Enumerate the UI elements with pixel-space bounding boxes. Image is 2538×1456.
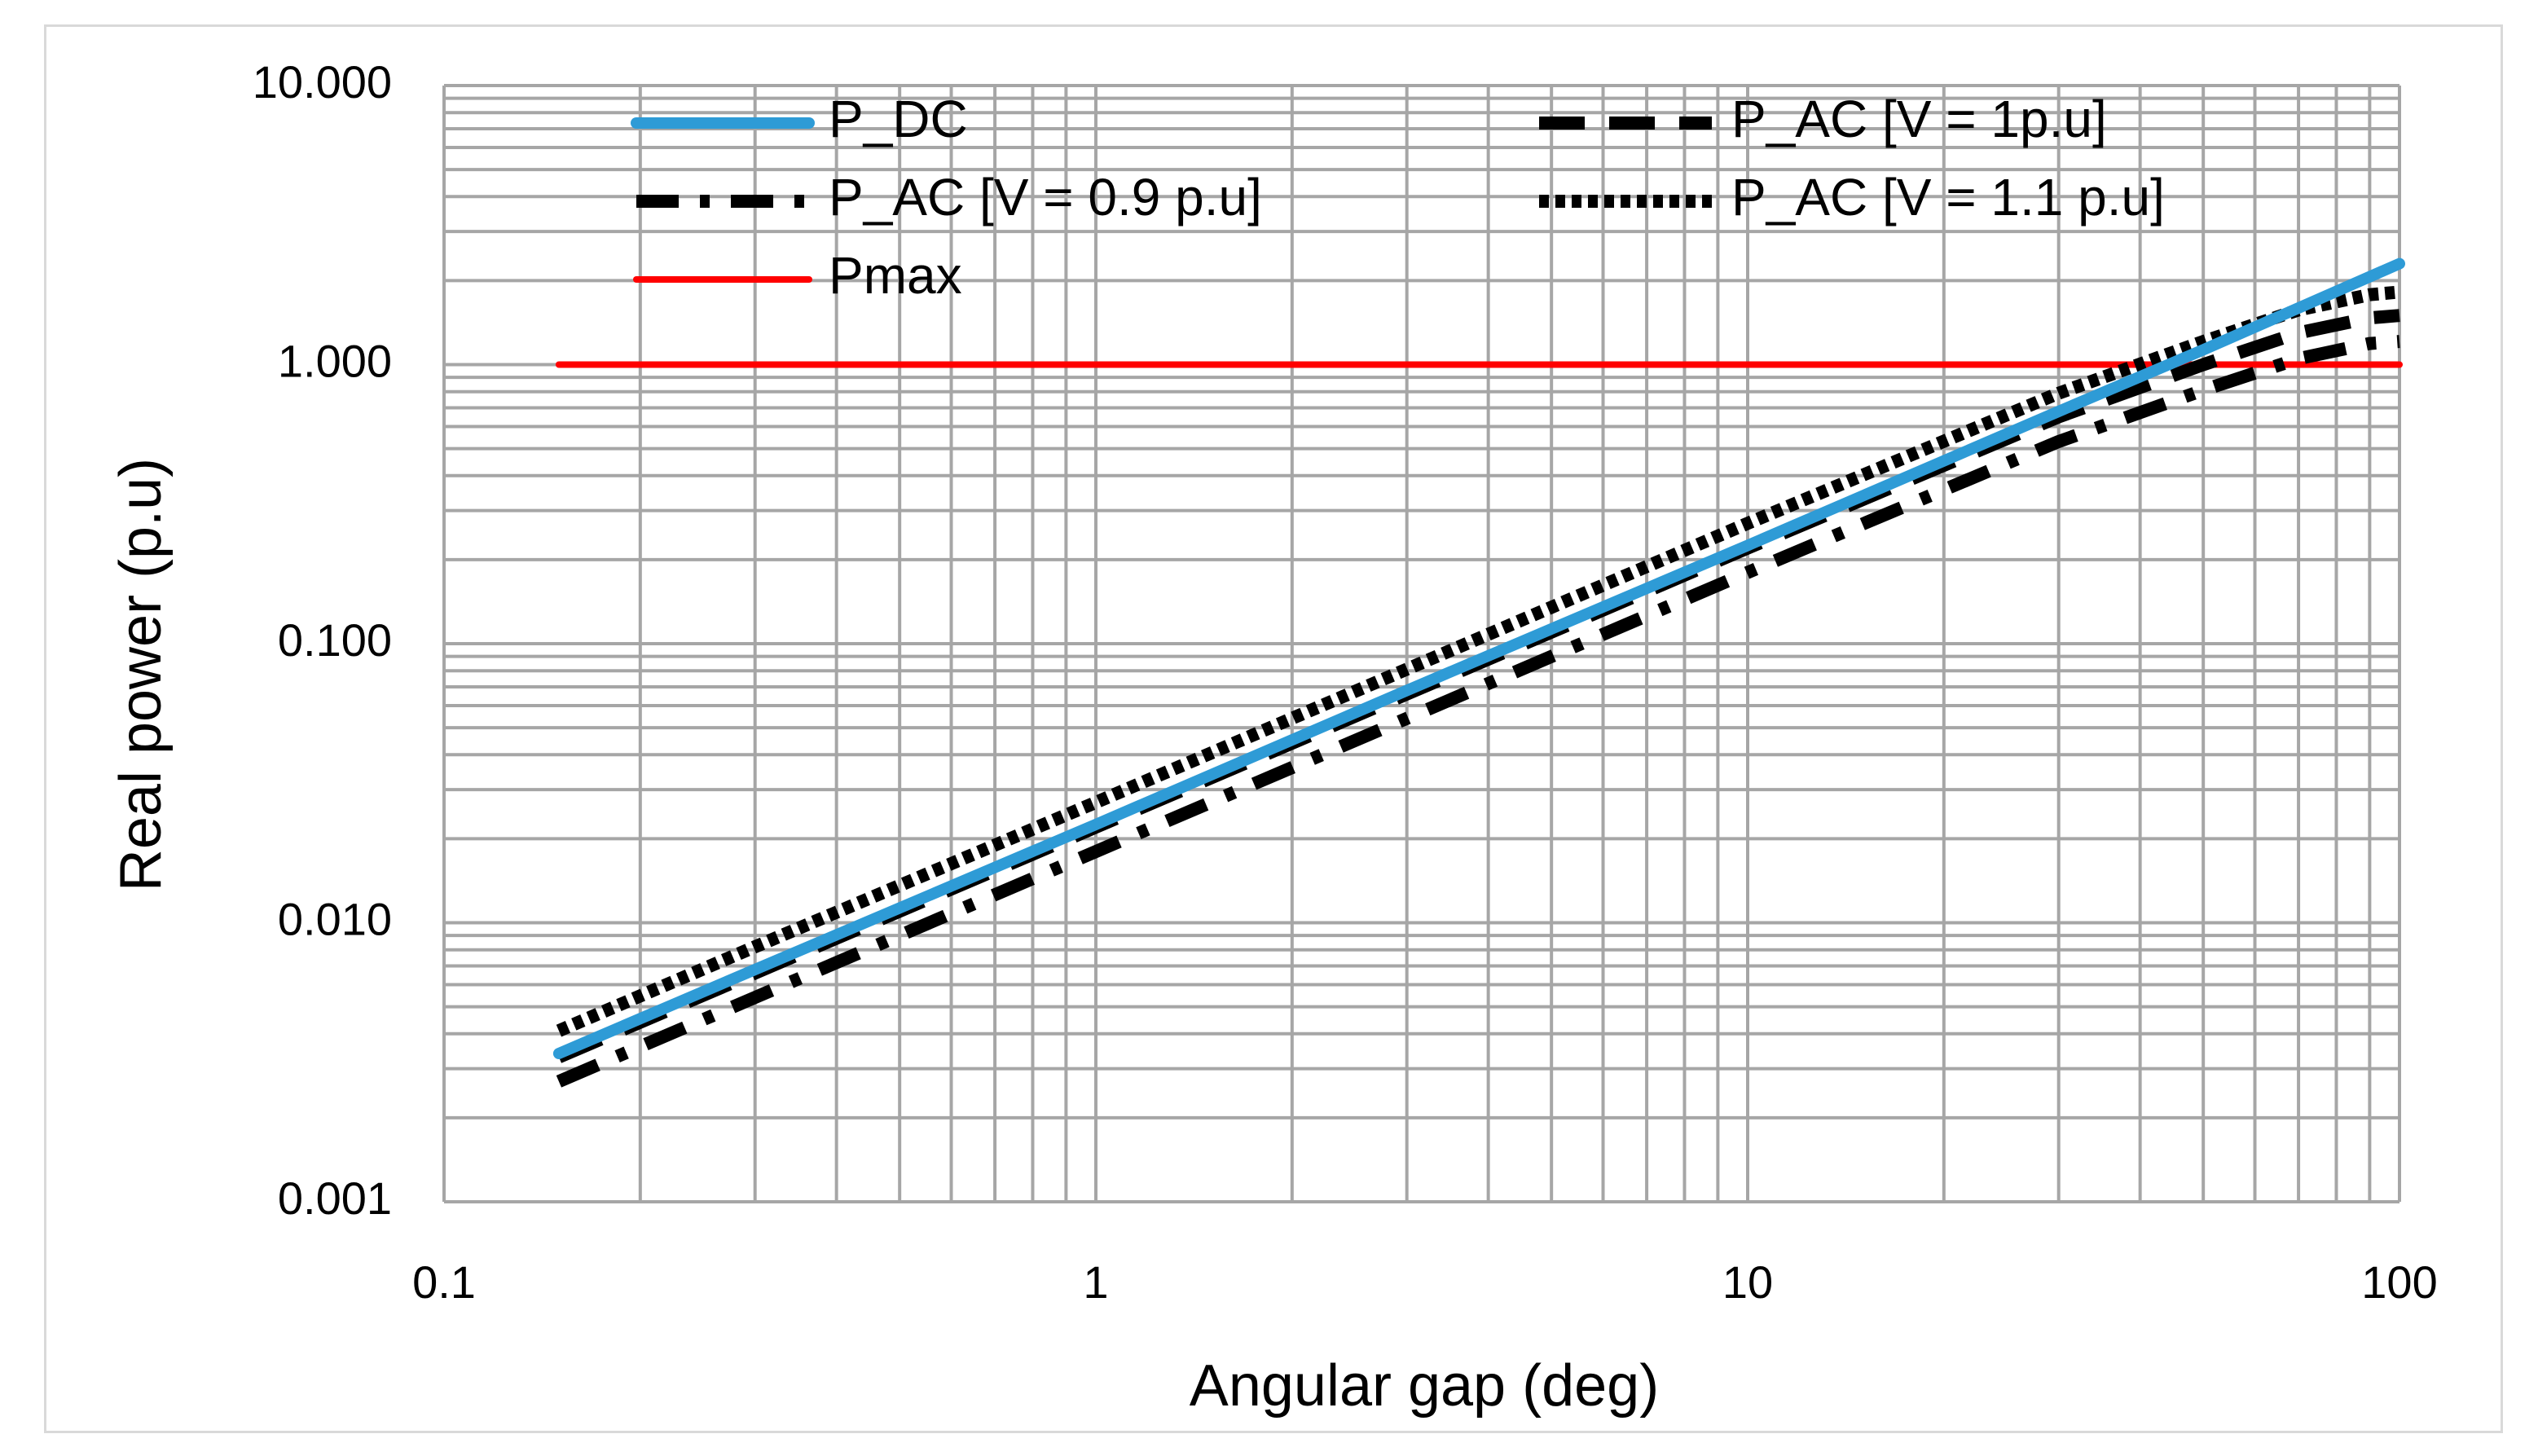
- y-tick-label: 1.000: [278, 335, 392, 386]
- legend-label: P_AC [V = 0.9 p.u]: [829, 168, 1262, 227]
- legend-label: P_AC [V = 1p.u]: [1731, 90, 2107, 148]
- y-tick-label: 0.100: [278, 614, 392, 666]
- y-tick-label: 0.001: [278, 1172, 392, 1224]
- y-axis-ticks: 0.001 0.010 0.100 1.000 10.000: [253, 56, 392, 1224]
- y-tick-label: 10.000: [253, 56, 392, 108]
- plot-grid: [442, 84, 2401, 1203]
- x-tick-label: 100: [2361, 1256, 2437, 1308]
- chart-svg: 0.001 0.010 0.100 1.000 10.000 0.1 1 10 100 Rea…: [108, 56, 2438, 1419]
- legend-label: P_AC [V = 1.1 p.u]: [1731, 168, 2165, 227]
- x-axis-title: Angular gap (deg): [1190, 1353, 1659, 1419]
- legend-label: Pmax: [829, 246, 962, 305]
- x-tick-label: 10: [1722, 1256, 1773, 1308]
- chart-frame: 0.001 0.010 0.100 1.000 10.000 0.1 1 10 100 Rea…: [44, 24, 2503, 1433]
- series-line-p-ac-v-1-1-p-u: [556, 285, 2400, 1037]
- series-line-p-ac-v-0-9-p-u: [556, 335, 2400, 1088]
- y-axis-title: Real power (p.u): [108, 458, 174, 891]
- legend-label: P_DC: [829, 90, 968, 148]
- x-tick-label: 0.1: [412, 1256, 476, 1308]
- x-tick-label: 1: [1083, 1256, 1108, 1308]
- y-tick-label: 0.010: [278, 893, 392, 944]
- x-axis-ticks: 0.1 1 10 100: [412, 1256, 2438, 1308]
- legend: P_DC P_AC [V = 1p.u] P_AC [V = 0.9 p.u] P_A…: [631, 90, 2165, 305]
- series-line-p-dc: [552, 257, 2405, 1059]
- series-line-p-ac-v-1p-u: [556, 309, 2400, 1063]
- series-layer: [552, 257, 2405, 1088]
